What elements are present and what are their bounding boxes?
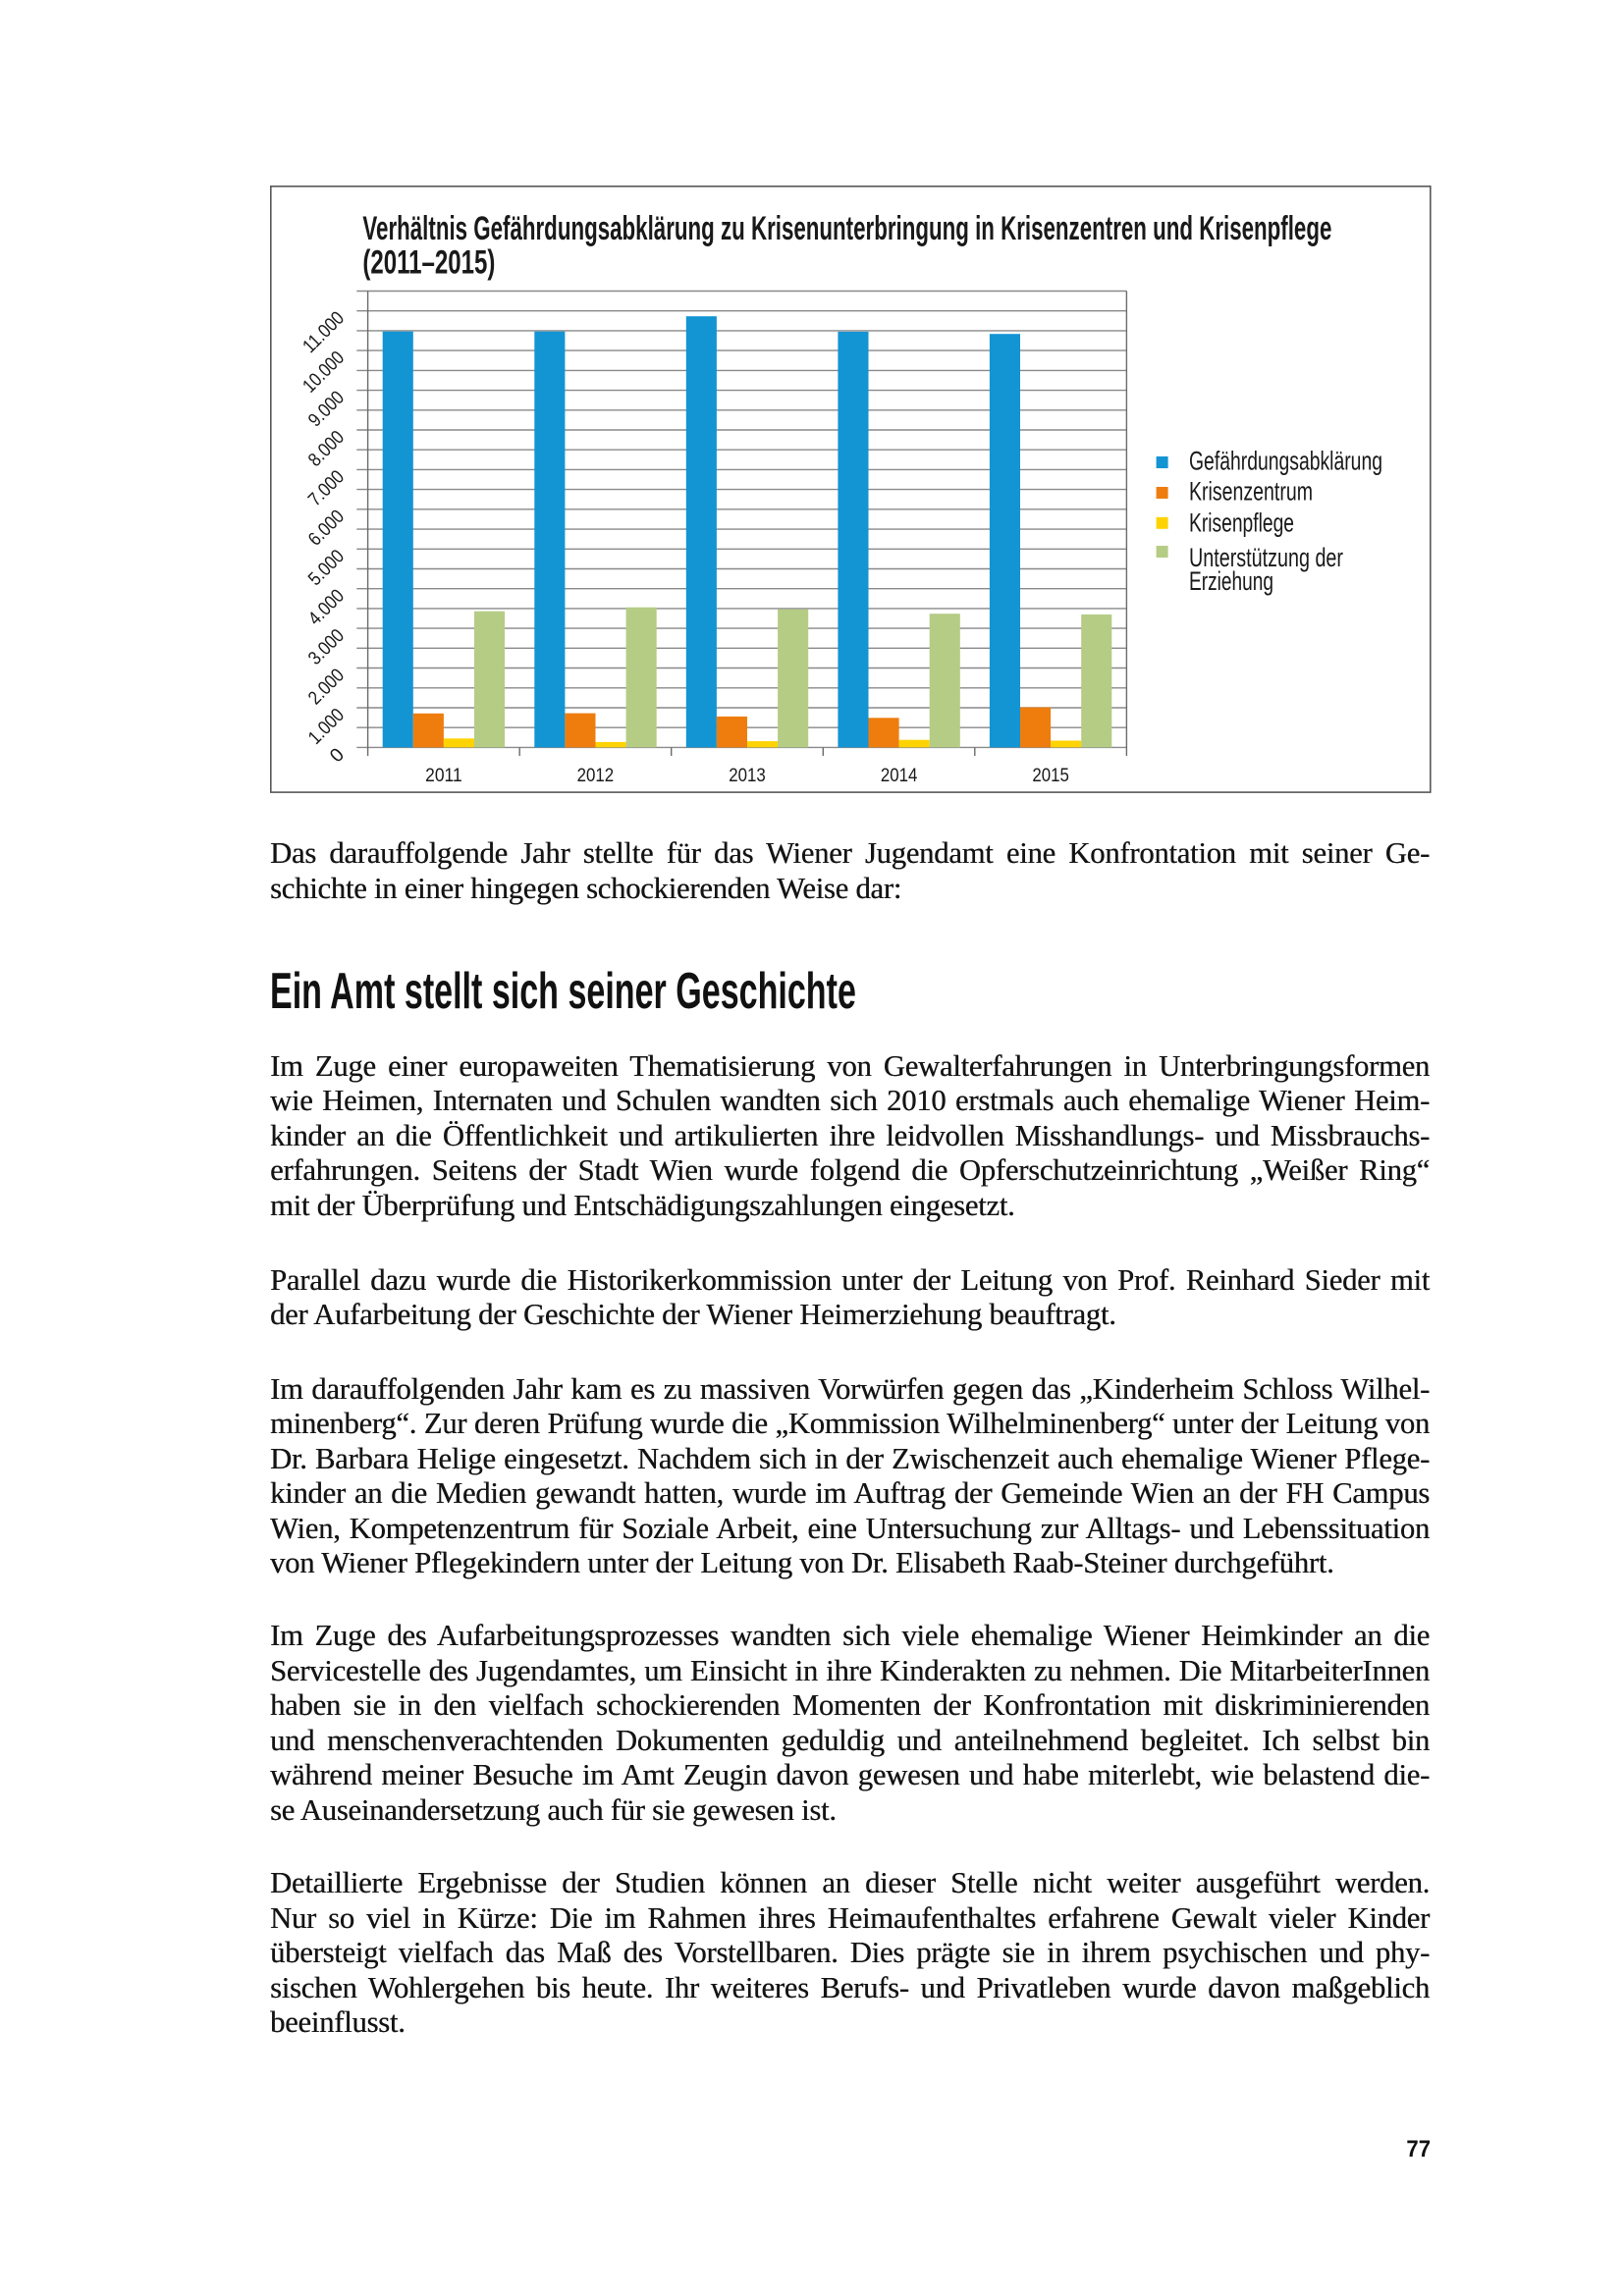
svg-text:2012: 2012: [577, 765, 615, 786]
svg-text:Krisenzentrum: Krisenzentrum: [1189, 477, 1313, 507]
svg-text:2011: 2011: [425, 765, 462, 786]
svg-text:Erziehung: Erziehung: [1189, 566, 1273, 596]
svg-text:2015: 2015: [1032, 765, 1069, 786]
svg-text:(2011–2015): (2011–2015): [362, 244, 495, 282]
svg-text:2014: 2014: [881, 765, 918, 786]
svg-text:Unterstützung der: Unterstützung der: [1189, 543, 1343, 572]
svg-text:Gefährdungsabklärung: Gefährdungsabklärung: [1189, 447, 1382, 476]
svg-text:Krisenpflege: Krisenpflege: [1189, 508, 1294, 538]
svg-text:2013: 2013: [729, 765, 766, 786]
svg-text:Verhältnis Gefährdungsabklärun: Verhältnis Gefährdungsabklärung zu Krise…: [362, 210, 1331, 247]
